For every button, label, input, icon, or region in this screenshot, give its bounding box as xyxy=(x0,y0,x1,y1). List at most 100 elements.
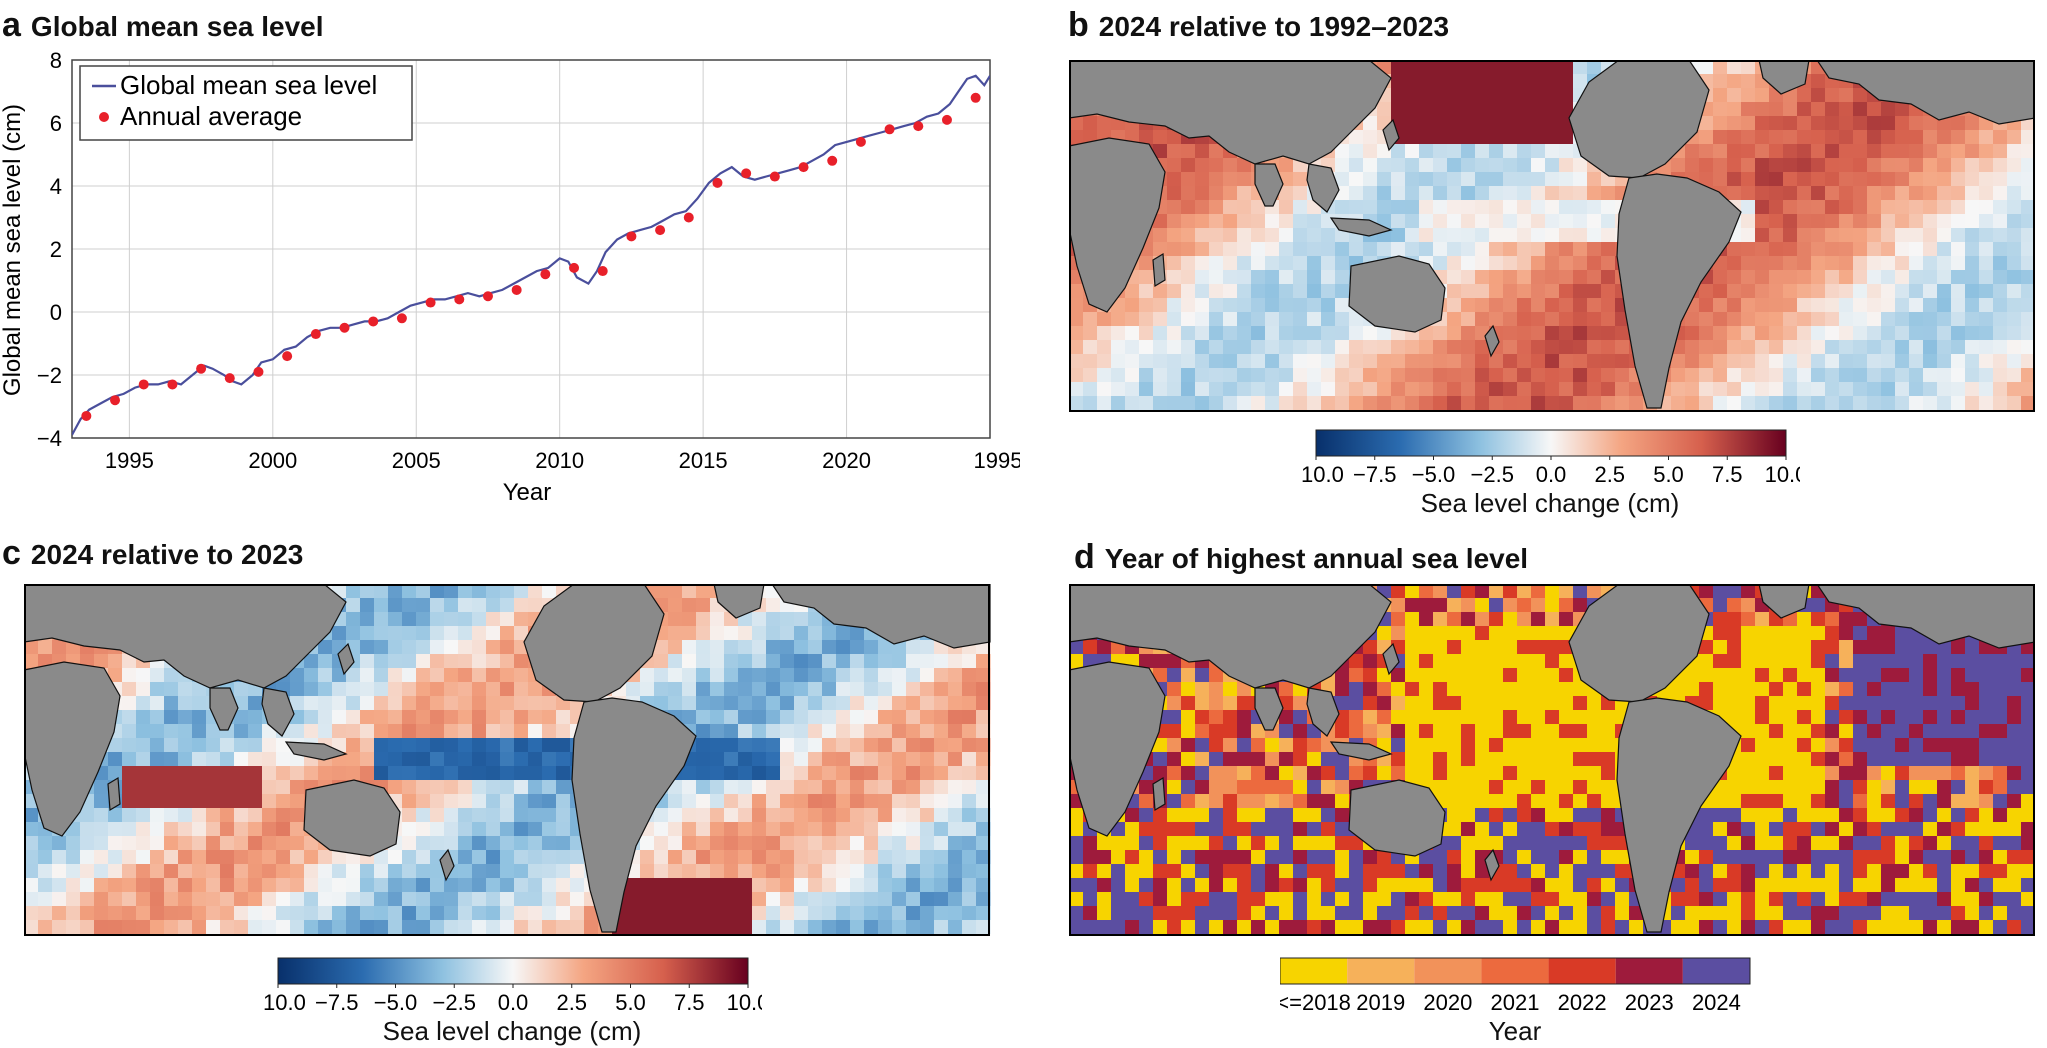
ocean-cell xyxy=(1867,256,1882,271)
ocean-cell xyxy=(1769,228,1784,243)
ocean-cell xyxy=(1559,284,1574,299)
ocean-cell xyxy=(668,626,683,641)
ocean-cell xyxy=(1447,172,1462,187)
ocean-cell xyxy=(1713,354,1728,369)
ocean-cell xyxy=(514,752,529,767)
ocean-cell xyxy=(1153,396,1168,411)
land-masses xyxy=(1069,60,2035,409)
ocean-cell xyxy=(150,710,165,725)
ocean-cell xyxy=(1181,766,1196,781)
ocean-cell xyxy=(1489,298,1504,313)
ocean-cell xyxy=(1503,382,1518,397)
ocean-cell xyxy=(2021,144,2035,159)
ocean-cell xyxy=(402,640,417,655)
ocean-cell xyxy=(794,906,809,921)
ocean-cell xyxy=(1503,724,1518,739)
ocean-cell xyxy=(1279,780,1294,795)
ocean-cell xyxy=(1769,256,1784,271)
ocean-cell xyxy=(1447,130,1462,145)
ocean-cell xyxy=(1363,724,1378,739)
ocean-cell xyxy=(1853,186,1868,201)
ocean-cell xyxy=(1167,298,1182,313)
ocean-cell xyxy=(1503,284,1518,299)
ocean-cell xyxy=(962,864,977,879)
ocean-cell xyxy=(1307,270,1322,285)
ocean-cell xyxy=(1601,242,1616,257)
ocean-cell xyxy=(1993,368,2008,383)
ocean-cell xyxy=(1503,612,1518,627)
ocean-cell xyxy=(752,892,767,907)
ocean-cell xyxy=(1069,298,1084,313)
ocean-cell xyxy=(1545,794,1560,809)
ocean-cell xyxy=(444,654,459,669)
ocean-cell xyxy=(1937,354,1952,369)
ocean-cell xyxy=(1965,696,1980,711)
ocean-cell xyxy=(276,878,291,893)
ocean-cell xyxy=(654,808,669,823)
ocean-cell xyxy=(906,920,921,935)
ocean-cell xyxy=(976,752,991,767)
ocean-cell xyxy=(1769,312,1784,327)
ocean-cell xyxy=(1503,682,1518,697)
ocean-cell xyxy=(724,850,739,865)
ocean-cell xyxy=(1531,780,1546,795)
ocean-cell xyxy=(1741,696,1756,711)
ocean-cell xyxy=(122,724,137,739)
ocean-cell xyxy=(1503,354,1518,369)
ocean-cell xyxy=(1461,186,1476,201)
ocean-cell xyxy=(1587,228,1602,243)
ocean-cell xyxy=(1755,312,1770,327)
panel-title-text: 2024 relative to 1992–2023 xyxy=(1098,11,1450,42)
ocean-cell xyxy=(1167,186,1182,201)
ocean-cell xyxy=(528,794,543,809)
ocean-cell xyxy=(1881,752,1896,767)
ocean-cell xyxy=(1279,836,1294,851)
ocean-cell xyxy=(850,710,865,725)
ocean-cell xyxy=(1559,612,1574,627)
ocean-cell xyxy=(1993,186,2008,201)
ocean-cell xyxy=(752,668,767,683)
ocean-cell xyxy=(2021,794,2035,809)
ocean-cell xyxy=(1531,822,1546,837)
ocean-cell xyxy=(1083,396,1098,411)
ocean-cell xyxy=(1881,102,1896,117)
ocean-cell xyxy=(514,808,529,823)
ocean-cell xyxy=(1405,696,1420,711)
ocean-cell xyxy=(794,864,809,879)
ocean-cell xyxy=(94,836,109,851)
land-mass xyxy=(1758,60,1810,95)
ocean-cell xyxy=(1573,794,1588,809)
ocean-cell xyxy=(1909,298,1924,313)
ocean-cell xyxy=(248,724,263,739)
ocean-cell xyxy=(1209,312,1224,327)
annual-average-point xyxy=(282,351,293,362)
annual-average-point xyxy=(425,297,436,308)
ocean-cell xyxy=(1601,780,1616,795)
ocean-cell xyxy=(1867,340,1882,355)
ocean-cell xyxy=(346,738,361,753)
ocean-cell xyxy=(514,654,529,669)
ocean-cell xyxy=(1993,200,2008,215)
ocean-cell xyxy=(1965,228,1980,243)
ocean-cell xyxy=(1209,158,1224,173)
ocean-cell xyxy=(1209,836,1224,851)
ocean-cell xyxy=(836,780,851,795)
ocean-cell xyxy=(1167,242,1182,257)
ocean-cell xyxy=(1069,654,1084,669)
ocean-cell xyxy=(1587,808,1602,823)
ocean-cell xyxy=(1321,836,1336,851)
ocean-cell xyxy=(696,598,711,613)
ocean-cell xyxy=(234,808,249,823)
ocean-cell xyxy=(1349,836,1364,851)
ocean-cell xyxy=(752,850,767,865)
land-mass xyxy=(1616,173,1742,409)
ocean-cell xyxy=(1797,312,1812,327)
ocean-cell xyxy=(1447,668,1462,683)
ocean-cell xyxy=(360,696,375,711)
ocean-cell xyxy=(864,654,879,669)
ocean-cell xyxy=(528,864,543,879)
ocean-cell xyxy=(1727,598,1742,613)
ocean-cell xyxy=(2007,752,2022,767)
ocean-cell xyxy=(1741,752,1756,767)
ocean-cell xyxy=(248,850,263,865)
